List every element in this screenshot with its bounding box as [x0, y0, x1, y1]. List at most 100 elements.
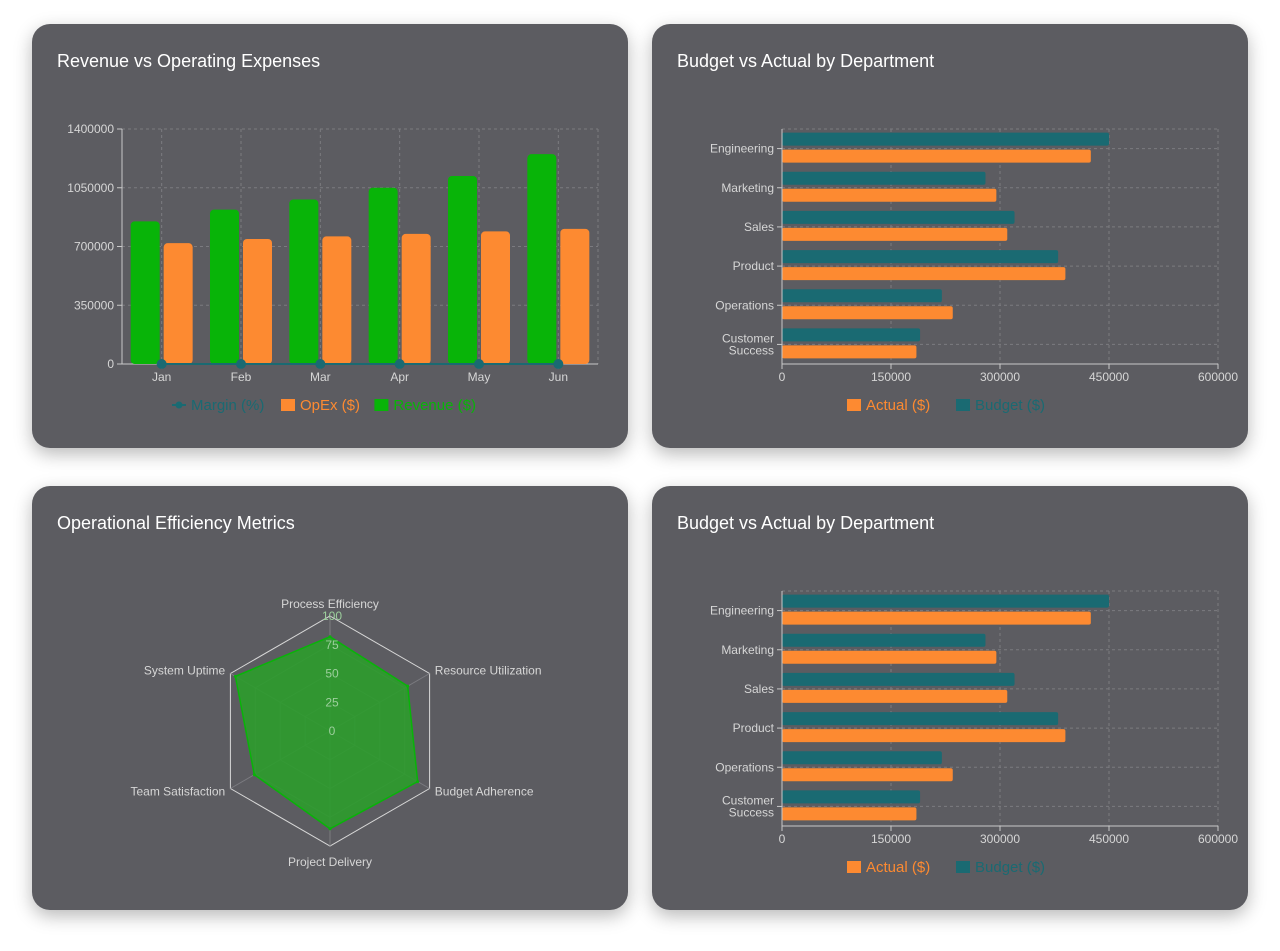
card-title: Operational Efficiency Metrics — [57, 513, 295, 533]
budget-bar — [782, 132, 1109, 146]
revenue-bar — [289, 199, 319, 364]
y-tick-label: Marketing — [721, 181, 774, 195]
opex-bar — [481, 231, 510, 364]
margin-point — [474, 359, 484, 369]
radar-axis-label: System Uptime — [144, 664, 226, 678]
legend-label: OpEx ($) — [300, 397, 360, 414]
y-tick-label: Success — [729, 343, 774, 357]
budget-bar — [782, 210, 1015, 224]
y-tick-label: Engineering — [710, 142, 774, 156]
budget-actual-card-2: Budget vs Actual by Department 0 150000 30… — [652, 486, 1248, 910]
radar-axis-label: Project Delivery — [288, 855, 372, 869]
actual-bar — [782, 188, 997, 202]
revenue-bar — [448, 176, 477, 364]
x-tick-label: Feb — [231, 370, 252, 384]
x-tick-label: 0 — [779, 370, 786, 384]
actual-bar — [782, 650, 997, 664]
y-tick-label: 350000 — [74, 298, 114, 312]
budget-bar — [782, 751, 942, 765]
opex-bar — [243, 238, 272, 364]
y-tick-label: Operations — [715, 298, 774, 312]
budget-bar — [782, 171, 986, 185]
x-tick-label: 150000 — [871, 370, 911, 384]
budget-bar — [782, 594, 1109, 608]
margin-point — [315, 359, 326, 369]
opex-bar — [560, 228, 590, 364]
y-tick-label: Sales — [744, 220, 774, 234]
legend-swatch — [281, 399, 295, 411]
margin-point — [236, 359, 246, 369]
legend-swatch — [847, 399, 861, 411]
budget-bar — [782, 712, 1059, 726]
budget-bar — [782, 289, 942, 303]
legend-label: Actual ($) — [866, 859, 930, 876]
y-tick-label: 0 — [107, 357, 114, 371]
x-tick-label: 450000 — [1089, 832, 1129, 846]
x-tick-label: 600000 — [1198, 370, 1238, 384]
radar-point — [328, 827, 332, 831]
legend-label: Budget ($) — [975, 859, 1045, 876]
actual-bar — [782, 729, 1066, 743]
margin-point — [394, 359, 405, 369]
y-tick-label: Customer — [722, 793, 774, 807]
radar-tick-label: 25 — [325, 695, 339, 709]
revenue-opex-card: Revenue vs Operating Expenses 0 350000 700… — [32, 24, 628, 448]
y-tick-label: 1400000 — [67, 122, 114, 136]
y-tick-label: 700000 — [74, 240, 114, 254]
x-tick-label: Apr — [390, 370, 409, 384]
radar-point — [233, 674, 237, 678]
efficiency-radar-card: Operational Efficiency Metrics 0 25 50 75 10… — [32, 486, 628, 910]
legend-swatch — [374, 399, 389, 411]
legend-swatch — [956, 861, 970, 873]
y-tick-label: 1050000 — [67, 181, 114, 195]
radar-area — [234, 635, 419, 830]
radar-tick-label: 100 — [322, 609, 342, 623]
margin-point — [553, 359, 564, 369]
legend-label: Margin (%) — [191, 397, 264, 414]
revenue-bar — [368, 187, 398, 364]
legend-label: Revenue ($) — [393, 397, 476, 414]
card-title: Revenue vs Operating Expenses — [57, 51, 321, 71]
actual-bar — [782, 689, 1008, 703]
legend-margin-dot — [175, 401, 183, 409]
y-tick-label: Engineering — [710, 604, 774, 618]
radar-point — [328, 635, 332, 639]
x-tick-label: May — [468, 370, 491, 384]
budget-bar — [782, 250, 1059, 264]
budget-actual-card: Budget vs Actual by Department 0 150000 30… — [652, 24, 1248, 448]
radar-point — [252, 773, 256, 777]
y-tick-label: Sales — [744, 682, 774, 696]
legend-swatch — [847, 861, 861, 873]
x-tick-label: 600000 — [1198, 832, 1238, 846]
radar-axis-label: Process Efficiency — [281, 597, 379, 611]
actual-bar — [782, 149, 1091, 163]
card-title: Budget vs Actual by Department — [677, 513, 935, 533]
radar-axis-label: Team Satisfaction — [130, 785, 225, 799]
opex-bar — [401, 233, 431, 364]
budget-bar — [782, 672, 1015, 686]
y-tick-label: Marketing — [721, 643, 774, 657]
revenue-bar — [130, 221, 160, 364]
x-tick-label: Jan — [152, 370, 171, 384]
actual-bar — [782, 611, 1091, 625]
revenue-bar — [527, 154, 557, 364]
actual-bar — [782, 227, 1008, 241]
radar-point — [416, 780, 420, 784]
budget-actual-chart-2: 0 150000 300000 450000 600000 Engineering Mark… — [710, 590, 1238, 876]
radar-tick-label: 75 — [325, 638, 339, 652]
actual-bar — [782, 267, 1066, 281]
margin-point — [156, 359, 167, 369]
budget-bar — [782, 790, 921, 804]
y-tick-label: Product — [733, 259, 775, 273]
radar-tick-label: 50 — [325, 667, 339, 681]
radar-point — [406, 684, 410, 688]
x-tick-label: 0 — [779, 832, 786, 846]
budget-bar — [782, 328, 921, 342]
y-tick-label: Product — [733, 721, 775, 735]
legend: Actual ($) Budget ($) — [847, 397, 1045, 414]
x-tick-label: Jun — [549, 370, 568, 384]
legend: Actual ($) Budget ($) — [847, 859, 1045, 876]
opex-bar — [322, 236, 352, 364]
legend-label: Budget ($) — [975, 397, 1045, 414]
